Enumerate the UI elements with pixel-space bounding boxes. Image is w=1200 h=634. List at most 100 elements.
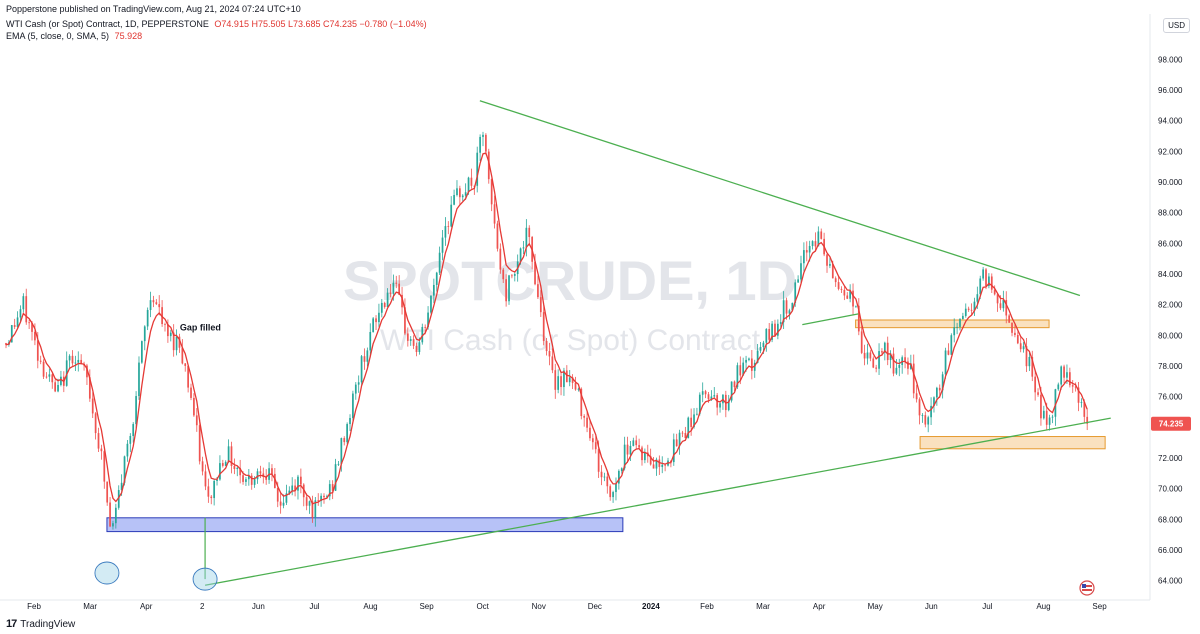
- candle-body: [545, 340, 548, 352]
- candle-body: [979, 278, 982, 295]
- candle-body: [167, 324, 169, 337]
- candle-body: [366, 350, 369, 362]
- candle-body: [453, 194, 455, 205]
- candle-body: [719, 403, 721, 408]
- candle-body: [678, 432, 681, 447]
- y-tick-label: 72.000: [1158, 454, 1183, 463]
- candle-body: [392, 282, 395, 294]
- candle-body: [1022, 346, 1025, 350]
- candle-body: [291, 485, 294, 491]
- candle-body: [123, 456, 126, 483]
- candle-body: [114, 507, 117, 524]
- candle-body: [300, 476, 302, 485]
- candle-body: [282, 502, 285, 506]
- ema-line: [5, 152, 1088, 505]
- candle-body: [86, 365, 88, 378]
- candle-body: [967, 308, 970, 310]
- candle-body: [704, 391, 707, 395]
- candle-body: [1037, 392, 1039, 395]
- candle-body: [386, 292, 389, 308]
- candle-body: [415, 345, 418, 352]
- candle-body: [756, 350, 759, 363]
- candle-body: [273, 473, 276, 489]
- candle-body: [97, 433, 100, 449]
- y-tick-label: 82.000: [1158, 301, 1183, 310]
- candle-body: [829, 264, 831, 266]
- candle-body: [727, 400, 730, 411]
- currency-selector[interactable]: USD: [1163, 18, 1190, 33]
- candle-body: [849, 290, 852, 299]
- candle-body: [973, 301, 976, 311]
- candle-body: [326, 496, 328, 498]
- candle-body: [198, 425, 201, 462]
- candle-body: [664, 464, 666, 466]
- candle-body: [207, 486, 210, 497]
- candle-body: [1031, 356, 1034, 377]
- candle-body: [730, 381, 733, 401]
- candle-body: [239, 467, 242, 476]
- candle-body: [895, 367, 898, 374]
- candle-body: [88, 377, 91, 399]
- candle-body: [378, 312, 380, 323]
- descending-resistance: [479, 100, 1081, 297]
- candle-body: [1074, 386, 1077, 388]
- candle-body: [464, 192, 467, 196]
- candle-body: [395, 282, 398, 284]
- candle-body: [701, 391, 704, 395]
- candle-body: [513, 274, 516, 276]
- candle-body: [843, 289, 846, 296]
- candle-body: [126, 443, 129, 457]
- x-tick-label: 2024: [642, 602, 660, 611]
- candle-body: [733, 381, 736, 388]
- candle-body: [80, 359, 83, 364]
- candle-body: [276, 488, 279, 502]
- candle-body: [285, 493, 288, 503]
- candle-body: [499, 248, 502, 270]
- candle-body: [959, 319, 961, 327]
- candle-body: [1077, 387, 1080, 403]
- candle-body: [586, 417, 588, 428]
- candle-body: [42, 361, 45, 377]
- x-tick-label: Jul: [982, 602, 992, 611]
- candle-body: [265, 477, 268, 480]
- x-tick-label: Dec: [588, 602, 602, 611]
- candle-body: [938, 387, 941, 391]
- candle-body: [606, 476, 609, 487]
- candle-body: [970, 309, 973, 311]
- candle-body: [560, 376, 562, 388]
- candle-body: [57, 384, 59, 392]
- candle-body: [502, 269, 505, 280]
- candle-body: [302, 484, 305, 498]
- candle-body: [1071, 385, 1074, 387]
- tv-logo-icon: 17: [6, 618, 17, 630]
- candle-body: [641, 447, 643, 461]
- candle-body: [253, 479, 256, 485]
- candle-body: [1028, 356, 1031, 367]
- candle-body: [450, 204, 453, 227]
- last-price-tag: [1151, 416, 1191, 431]
- candle-body: [936, 387, 938, 398]
- candle-body: [1068, 372, 1071, 386]
- candle-body: [690, 417, 693, 428]
- candle-body: [1054, 389, 1057, 417]
- candle-body: [224, 461, 227, 466]
- candle-body: [563, 370, 565, 388]
- candle-body: [753, 362, 756, 371]
- candle-body: [953, 327, 956, 336]
- candle-body: [461, 195, 464, 198]
- candle-body: [479, 136, 481, 153]
- candle-body: [866, 352, 869, 359]
- candle-body: [155, 302, 158, 305]
- candle-body: [577, 388, 580, 390]
- candle-body: [548, 351, 551, 357]
- x-tick-label: Aug: [1036, 602, 1050, 611]
- candle-body: [982, 269, 984, 279]
- candle-body: [204, 471, 207, 487]
- candle-body: [759, 346, 762, 351]
- april-neckline: [802, 313, 859, 326]
- candle-body: [600, 471, 603, 478]
- candle-body: [693, 414, 695, 428]
- candle-body: [661, 464, 664, 467]
- candle-body: [120, 482, 123, 491]
